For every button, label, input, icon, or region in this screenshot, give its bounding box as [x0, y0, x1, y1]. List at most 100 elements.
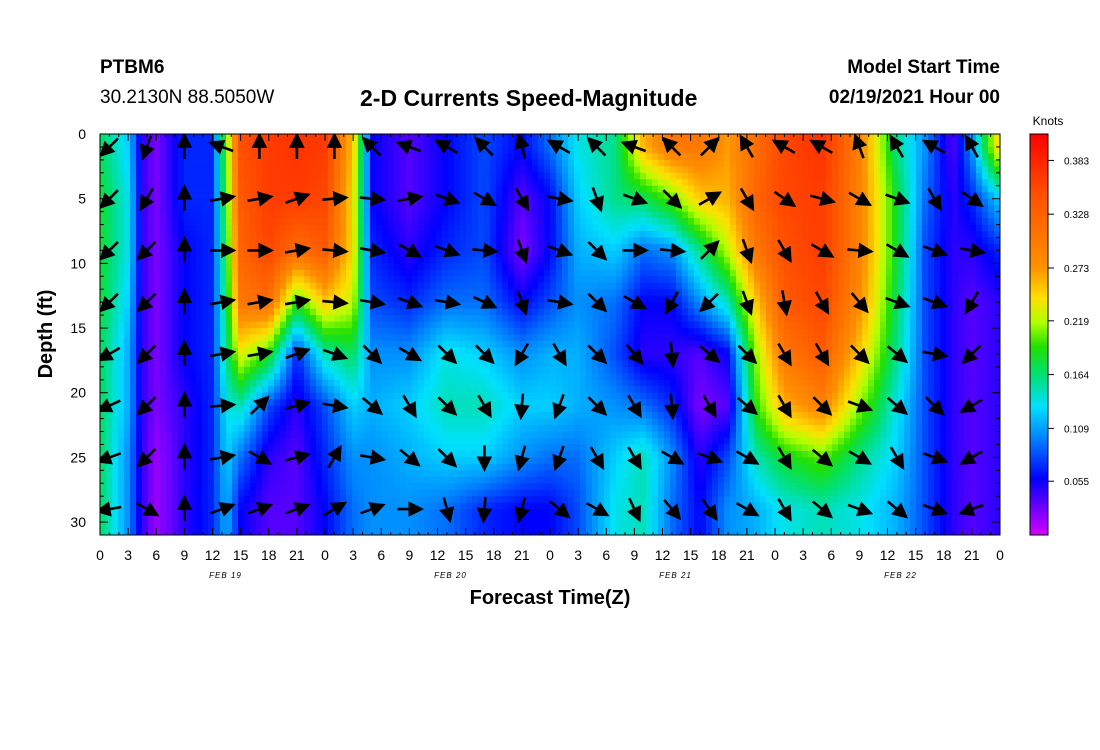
heatmap-cell [202, 134, 209, 142]
heatmap-cell [328, 366, 335, 374]
heatmap-cell [244, 347, 251, 355]
heatmap-cell [406, 437, 413, 446]
heatmap-cell [562, 463, 569, 471]
heatmap-cell [202, 192, 209, 200]
heatmap-cell [340, 450, 347, 458]
heatmap-cell [544, 444, 551, 452]
heatmap-cell [292, 269, 299, 277]
heatmap-cell [544, 276, 551, 284]
heatmap-cell [160, 334, 167, 342]
heatmap-cell [412, 269, 419, 277]
heatmap-cell [370, 412, 377, 420]
heatmap-cell [148, 444, 155, 452]
heatmap-cell [454, 412, 461, 420]
heatmap-cell [430, 386, 437, 394]
heatmap-cell [280, 146, 287, 155]
heatmap-cell [190, 347, 197, 355]
heatmap-cell [220, 360, 227, 368]
heatmap-cell [172, 509, 179, 517]
heatmap-cell [310, 140, 317, 148]
heatmap-cell [502, 431, 509, 439]
heatmap-cell [124, 302, 131, 310]
heatmap-cell [574, 496, 581, 504]
heatmap-cell [256, 224, 263, 232]
heatmap-cell [376, 412, 383, 420]
heatmap-cell [208, 146, 215, 155]
heatmap-cell [418, 295, 425, 303]
heatmap-cell [202, 405, 209, 413]
heatmap-cell [400, 476, 407, 484]
heatmap-cell [214, 315, 221, 323]
heatmap-cell [388, 153, 395, 161]
heatmap-cell [244, 489, 251, 497]
heatmap-cell [184, 334, 191, 342]
heatmap-cell [106, 134, 113, 142]
heatmap-cell [124, 224, 131, 232]
heatmap-cell [502, 256, 509, 264]
heatmap-cell [562, 379, 569, 387]
heatmap-cell [112, 522, 119, 530]
heatmap-cell [364, 483, 371, 491]
heatmap-cell [562, 340, 569, 349]
heatmap-cell [430, 134, 437, 142]
heatmap-cell [304, 379, 311, 387]
heatmap-cell [130, 483, 137, 491]
heatmap-cell [424, 476, 431, 484]
heatmap-cell [472, 172, 479, 180]
heatmap-cell [496, 166, 503, 174]
heatmap-cell [346, 515, 353, 523]
heatmap-cell [562, 457, 569, 465]
heatmap-cell [472, 425, 479, 433]
heatmap-cell [400, 282, 407, 290]
heatmap-cell [130, 528, 137, 535]
heatmap-cell [250, 243, 257, 252]
heatmap-cell [100, 334, 107, 342]
heatmap-cell [250, 489, 257, 497]
heatmap-cell [280, 353, 287, 361]
heatmap-cell [136, 166, 143, 174]
heatmap-cell [508, 444, 515, 452]
heatmap-cell [298, 386, 305, 394]
heatmap-cell [268, 509, 275, 517]
heatmap-cell [220, 308, 227, 316]
heatmap-cell [382, 386, 389, 394]
heatmap-cell [160, 528, 167, 535]
heatmap-cell [526, 522, 533, 530]
heatmap-cell [112, 282, 119, 290]
heatmap-cell [262, 425, 269, 433]
heatmap-cell [376, 308, 383, 316]
heatmap-cell [442, 185, 449, 193]
heatmap-cell [574, 502, 581, 510]
heatmap-cell [172, 231, 179, 239]
heatmap-cell [388, 302, 395, 310]
heatmap-cell [466, 172, 473, 180]
heatmap-cell [358, 250, 365, 258]
heatmap-cell [316, 256, 323, 264]
heatmap-cell [400, 276, 407, 284]
heatmap-cell [112, 205, 119, 213]
heatmap-cell [556, 166, 563, 174]
heatmap-cell [430, 159, 437, 167]
heatmap-cell [322, 450, 329, 458]
heatmap-cell [520, 211, 527, 219]
heatmap-cell [466, 444, 473, 452]
heatmap-cell [472, 476, 479, 484]
heatmap-cell [454, 457, 461, 465]
heatmap-cell [250, 276, 257, 284]
heatmap-cell [208, 366, 215, 374]
heatmap-cell [202, 218, 209, 226]
heatmap-cell [226, 218, 233, 226]
heatmap-cell [172, 315, 179, 323]
heatmap-cell [496, 379, 503, 387]
heatmap-cell [160, 315, 167, 323]
heatmap-cell [100, 522, 107, 530]
heatmap-cell [544, 379, 551, 387]
heatmap-cell [124, 412, 131, 420]
heatmap-cell [466, 476, 473, 484]
heatmap-cell [106, 282, 113, 290]
heatmap-cell [196, 205, 203, 213]
heatmap-cell [346, 379, 353, 387]
heatmap-cell [220, 153, 227, 161]
heatmap-cell [400, 509, 407, 517]
heatmap-cell [538, 172, 545, 180]
